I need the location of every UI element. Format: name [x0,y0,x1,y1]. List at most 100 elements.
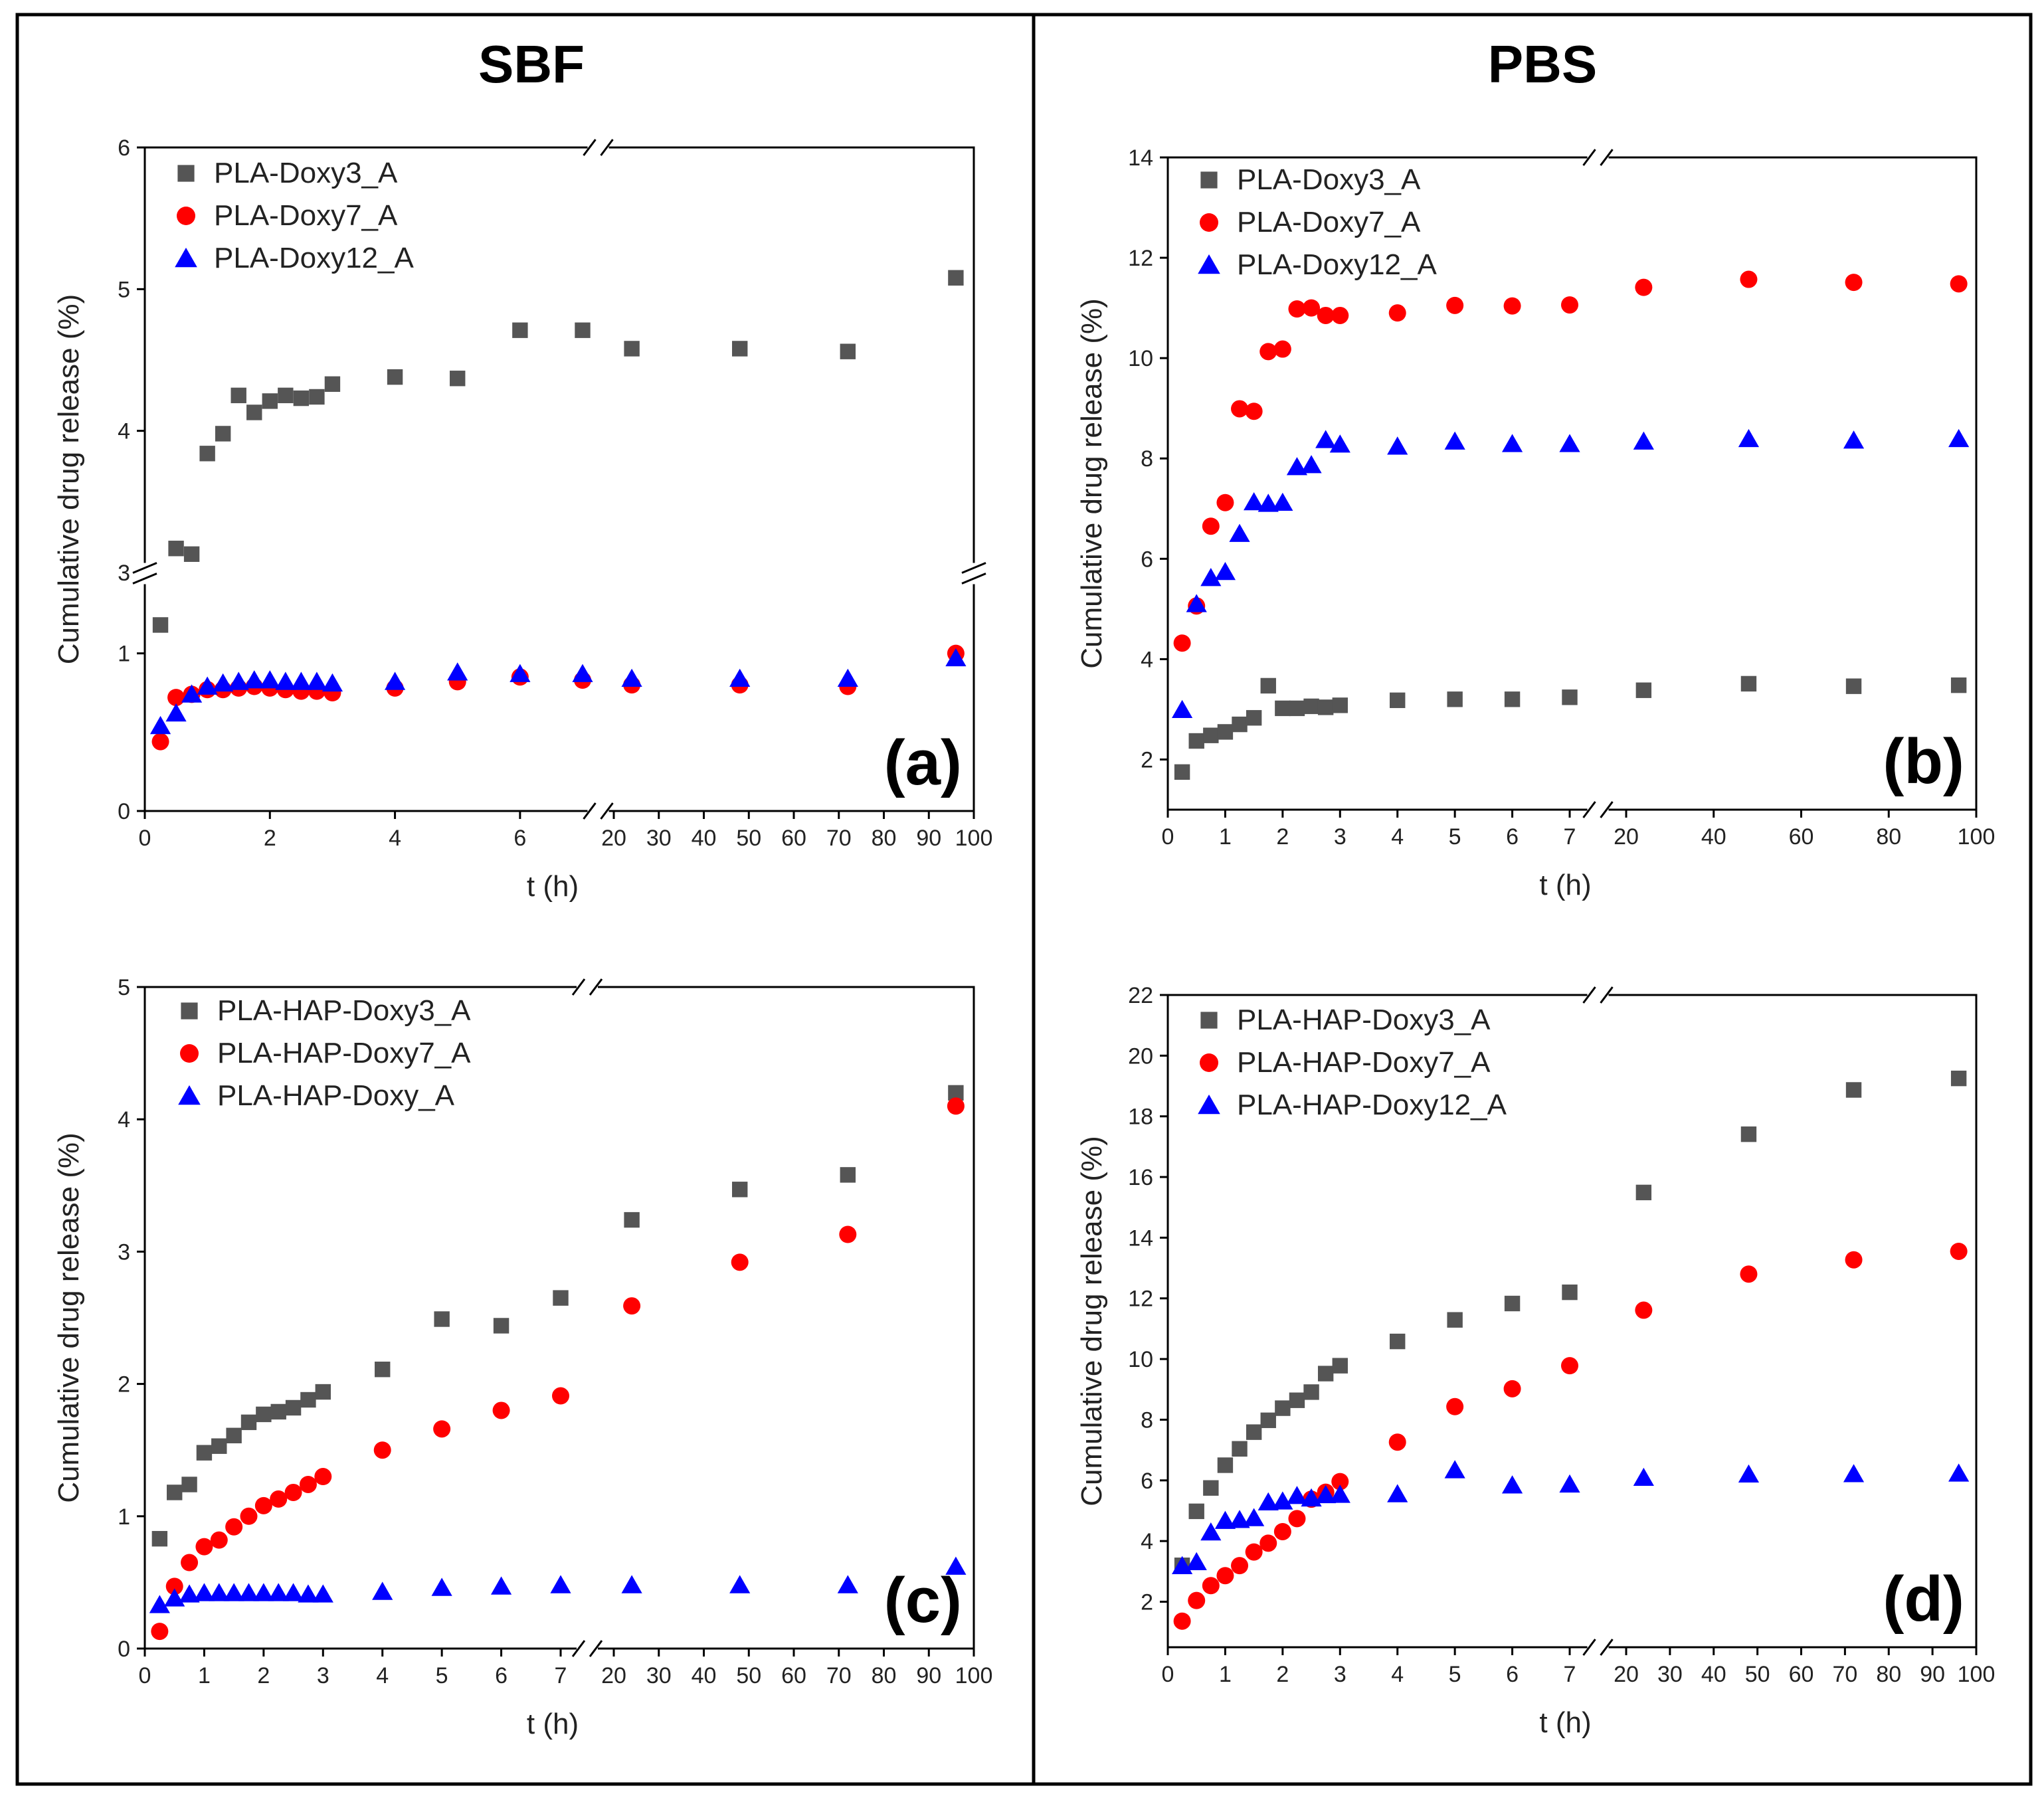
data-point [1272,492,1293,511]
data-point [1303,1384,1319,1400]
x-tick-label: 3 [1334,824,1347,850]
x-tick-label: 100 [955,1663,993,1688]
data-point [1390,692,1406,709]
data-point [572,664,593,682]
y-tick-label: 10 [1128,1347,1153,1372]
x-tick-label: 100 [1958,824,1996,850]
data-point [1504,691,1521,707]
data-point [621,668,642,687]
data-point [1289,700,1305,717]
data-point [1259,1534,1277,1552]
data-point [1273,340,1291,358]
x-tick-label: 6 [513,826,526,851]
outer-frame [15,13,2033,1786]
x-tick-label: 4 [389,826,401,851]
data-point [322,673,343,692]
data-point [945,1556,967,1575]
data-point [1303,698,1319,715]
data-point [731,1253,749,1271]
x-axis-break-bottom [571,1637,603,1661]
data-point [246,405,262,420]
data-point [1332,1358,1348,1374]
data-point [1317,306,1335,324]
data-point [729,1575,751,1593]
legend-label: PLA-Doxy3_A [214,157,398,189]
series-PLA-HAP-Doxy3_A [1174,1070,1967,1574]
x-tick-label: 7 [1564,1662,1576,1687]
data-point [433,1420,451,1438]
data-point [278,387,294,404]
data-point [290,672,312,690]
y-tick-label: 8 [1141,1407,1153,1433]
data-point [300,1392,316,1408]
data-point [183,546,200,562]
data-point [1444,431,1465,450]
x-axis-label: t (h) [1539,1706,1591,1739]
data-point [168,541,184,557]
x-tick-label: 50 [736,1663,761,1688]
data-point [181,684,203,703]
data-point [550,1575,571,1593]
y-tick-label: 6 [118,135,130,161]
x-tick-label: 5 [1449,1662,1461,1687]
data-point [552,1387,569,1405]
data-point [1229,1510,1250,1528]
data-point [179,1584,200,1603]
data-point [1275,700,1291,717]
data-point [215,426,231,442]
data-point [1202,517,1220,535]
data-point [1331,1473,1349,1490]
data-point [450,371,466,387]
data-point [1315,1485,1337,1504]
x-tick-label: 6 [1506,1662,1519,1687]
data-point [1446,1397,1464,1415]
data-point [1301,455,1322,474]
plot-frame [1166,994,1978,1649]
x-axis-label: t (h) [527,870,579,903]
data-point [1259,343,1277,361]
data-point [228,672,249,690]
x-tick-label: 4 [376,1663,389,1688]
data-point [1246,1424,1262,1440]
data-point [1388,1433,1406,1451]
data-point [493,1318,510,1334]
data-point [490,1576,512,1595]
data-point [1257,494,1279,512]
data-point [1843,1464,1865,1483]
data-point [193,1583,215,1601]
series-PLA-Doxy12_A [1172,428,1970,719]
data-point [152,617,169,633]
data-point [1447,1312,1463,1328]
panel-c: 0 1 2 3 4 5 6 7 20 30 40 50 60 70 80 90 100 0 1 2 3 4 5 t (h) Cu… [52,975,992,1740]
data-point [375,1361,391,1378]
x-tick-label: 80 [1876,1662,1901,1687]
data-point [1446,296,1464,314]
data-point [1173,1612,1191,1630]
data-point [840,1167,856,1183]
data-point [151,1530,168,1547]
y-tick-label: 4 [118,419,130,444]
y-tick-label: 14 [1128,145,1153,171]
y-tick-label: 12 [1128,246,1153,271]
data-point [253,1583,274,1601]
x-tick-label: 100 [1958,1662,1996,1687]
data-point [947,1097,965,1115]
data-point [1188,1591,1206,1609]
y-axis-break-right [961,562,987,585]
data-point [315,1384,331,1400]
data-point [1503,1380,1521,1397]
y-axis-label: Cumulative drug release (%) [52,1132,85,1503]
data-point [299,1475,317,1493]
x-tick-label: 100 [955,826,993,851]
data-point [1246,710,1262,726]
x-tick-label: 0 [1162,1662,1174,1687]
data-point [1562,689,1578,705]
series-PLA-HAP-Doxy12_A [1172,1460,1970,1574]
x-tick-label: 0 [1162,824,1174,850]
x-axis-break-top [583,135,614,159]
data-point [434,1311,450,1327]
data-point [729,668,751,687]
x-tick-label: 70 [826,826,852,851]
